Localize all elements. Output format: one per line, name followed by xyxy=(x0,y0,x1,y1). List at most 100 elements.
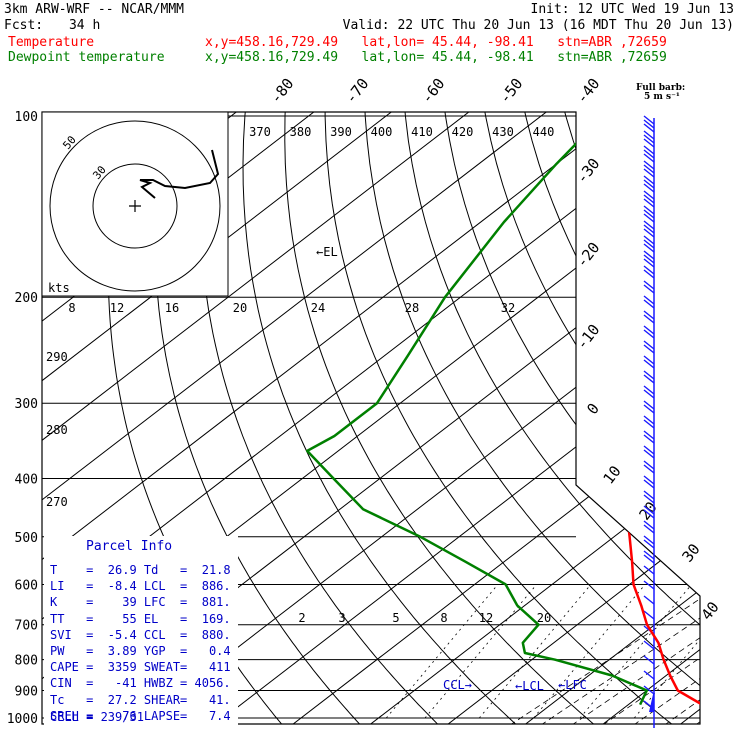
isotherm xyxy=(671,112,700,724)
theta-label: 370 xyxy=(249,125,271,139)
mixing-ratio-bottom-label: 8 xyxy=(440,611,447,625)
theta-label: 430 xyxy=(492,125,514,139)
mixing-ratio-bottom-label: 2 xyxy=(298,611,305,625)
isotherm-label: -10 xyxy=(573,321,604,353)
mixing-ratio-top-label: 12 xyxy=(110,301,124,315)
wind-barb xyxy=(643,445,655,459)
theta-label: 390 xyxy=(330,125,352,139)
annotation-ccl: CCL→ xyxy=(443,678,472,692)
isotherm-label: 0 xyxy=(583,400,603,418)
temp-latlon: lat,lon= 45.44, -98.41 xyxy=(361,35,534,50)
mixing-ratio-line xyxy=(424,584,537,719)
dew-stn: stn=ABR ,72659 xyxy=(557,50,667,65)
dew-xy: x,y=458.16,729.49 xyxy=(205,50,339,65)
wind-barb xyxy=(643,250,655,268)
theta-side-label: 290 xyxy=(46,350,68,364)
wind-barb xyxy=(643,130,655,148)
wind-barb xyxy=(643,490,655,504)
moist-adiabat xyxy=(501,296,700,724)
wind-barb xyxy=(643,385,655,399)
moist-adiabat xyxy=(687,296,700,724)
wind-barb xyxy=(643,205,655,223)
wind-barb xyxy=(643,370,655,384)
isotherm xyxy=(361,112,700,724)
mixing-ratio-line xyxy=(579,584,692,719)
mixing-ratio-top-label: 32 xyxy=(501,301,515,315)
wind-barb xyxy=(643,565,655,575)
isotherm-label: -80 xyxy=(267,75,298,107)
isotherm-label: -70 xyxy=(342,75,373,107)
mixing-ratio-top-label: 20 xyxy=(233,301,247,315)
annotation-el: ←EL xyxy=(316,245,338,259)
wind-barb xyxy=(643,610,655,620)
wind-barb xyxy=(643,340,655,354)
barb-legend-line1: Full barb: xyxy=(636,83,686,93)
isotherm xyxy=(42,112,578,724)
pressure-tick-label: 100 xyxy=(15,110,38,125)
dry-adiabat xyxy=(284,112,602,724)
fcst-label: Fcst: xyxy=(4,18,44,33)
hodograph-origin xyxy=(129,200,141,212)
pressure-tick-label: 800 xyxy=(15,654,38,669)
wind-flag xyxy=(649,690,654,712)
valid-time: Valid: 22 UTC Thu 20 Jun 13 (16 MDT Thu … xyxy=(342,18,734,33)
isotherm-label: -30 xyxy=(573,155,604,187)
temperature-legend: Temperature xyxy=(8,35,95,50)
mixing-ratio-bottom-label: 5 xyxy=(392,611,399,625)
model-title: 3km ARW-WRF -- NCAR/MMM xyxy=(4,2,185,17)
barb-legend-line2: 5 m s⁻¹ xyxy=(644,92,680,102)
isotherm-label: -20 xyxy=(573,239,604,271)
dry-adiabat xyxy=(242,112,524,724)
isotherm-label: 20 xyxy=(635,498,660,523)
annotation-lcl: ←LCL xyxy=(515,679,544,693)
pressure-tick-label: 700 xyxy=(15,619,38,634)
isotherm xyxy=(129,112,700,724)
wind-barb xyxy=(643,160,655,178)
isotherm-label: -50 xyxy=(496,75,527,107)
hodograph-kts-label: kts xyxy=(48,281,70,295)
mixing-ratio-line xyxy=(478,584,592,719)
pressure-tick-label: 300 xyxy=(15,397,38,412)
mixing-ratio-bottom-label: 12 xyxy=(479,611,493,625)
mixing-ratio-top-label: 28 xyxy=(405,301,419,315)
pressure-tick-label: 500 xyxy=(15,531,38,546)
isotherm xyxy=(42,112,423,724)
dry-adiabat xyxy=(441,112,700,724)
isotherm xyxy=(284,112,700,724)
wind-barb xyxy=(643,220,655,238)
isotherm xyxy=(516,112,700,724)
hodograph-trace xyxy=(139,149,220,199)
theta-side-label: 280 xyxy=(46,423,68,437)
parcel-row: T = 26.9 Td = 21.8 xyxy=(50,563,231,577)
dry-adiabat xyxy=(199,112,445,724)
wind-barb xyxy=(643,325,655,339)
wind-barb xyxy=(643,355,655,369)
pressure-tick-label: 600 xyxy=(15,578,38,593)
mixing-ratio-line xyxy=(385,584,499,719)
wind-barb xyxy=(643,460,655,474)
wind-barb xyxy=(643,520,655,534)
fcst-value: 34 h xyxy=(68,18,101,33)
wind-barb xyxy=(643,430,655,444)
annotation-lfc: ←LFC xyxy=(558,678,587,692)
isotherm-label: -60 xyxy=(418,75,449,107)
theta-label: 440 xyxy=(533,125,555,139)
dew-latlon: lat,lon= 45.44, -98.41 xyxy=(361,50,534,65)
mixing-ratio-bottom-label: 20 xyxy=(537,611,551,625)
dewpoint-legend: Dewpoint temperature xyxy=(8,50,165,65)
mixing-ratio-top-label: 8 xyxy=(68,301,75,315)
wind-barb xyxy=(643,145,655,163)
dry-adiabat xyxy=(675,112,700,724)
theta-label: 400 xyxy=(371,125,393,139)
hodograph-ring xyxy=(92,163,178,249)
init-time: Init: 12 UTC Wed 19 Jun 13 xyxy=(530,2,735,17)
isotherm xyxy=(42,112,500,724)
parcel-info-box: Parcel Info T = 26.9 Td = 21.8 LI = -8.4 … xyxy=(44,536,238,726)
isotherm-label: -40 xyxy=(573,75,604,107)
dry-adiabat xyxy=(154,112,367,724)
wind-barb xyxy=(643,580,655,590)
dry-adiabat xyxy=(597,112,700,724)
plot-frame xyxy=(41,111,701,725)
parcel-info-title: Parcel Info xyxy=(86,539,173,554)
